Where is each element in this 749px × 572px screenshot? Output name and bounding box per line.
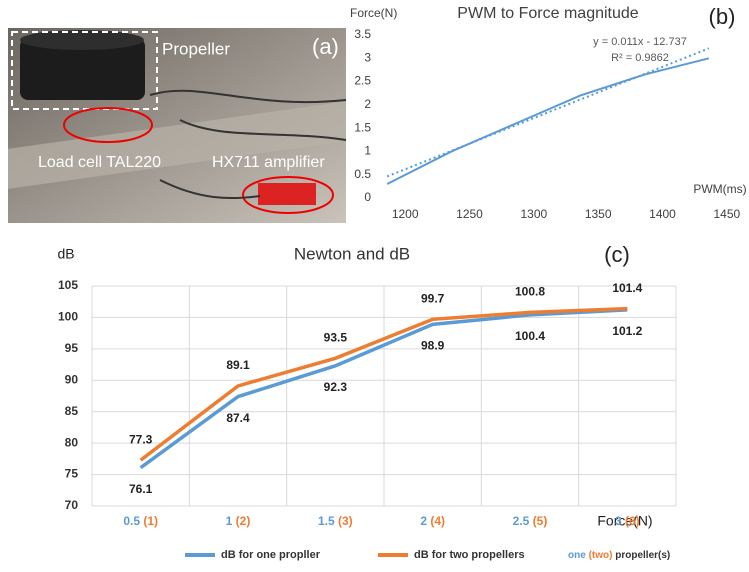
x-tick-label: 0.5 (1): [123, 514, 158, 528]
data-label: 100.8: [515, 285, 545, 299]
data-label: 93.5: [324, 330, 348, 344]
note-part: propeller(s): [615, 550, 670, 561]
category-force: 1.5: [318, 514, 335, 528]
y-tick-label: 3.5: [354, 27, 371, 41]
category-count: (6): [625, 514, 640, 528]
note-part: (two): [589, 550, 613, 561]
y-tick-label: 0: [364, 190, 371, 204]
data-label: 99.7: [421, 291, 445, 305]
category-force: 3: [615, 514, 622, 528]
trendline-r2: R² = 0.9862: [611, 52, 669, 64]
x-tick-label: 1.5 (3): [318, 514, 353, 528]
data-label: 98.9: [421, 339, 445, 353]
data-label: 92.3: [324, 380, 348, 394]
category-force: 2: [420, 514, 427, 528]
y-axis-label: Force(N): [350, 6, 397, 20]
category-count: (4): [430, 514, 445, 528]
y-tick-label: 80: [65, 435, 79, 449]
legend-label: dB for one propller: [221, 549, 321, 561]
line: [387, 58, 709, 184]
y-tick-label: 85: [65, 404, 79, 418]
y-axis-label: dB: [57, 246, 74, 262]
legend-note: one (two) propeller(s): [568, 550, 670, 561]
trendline-equation: y = 0.011x - 12.737: [593, 36, 687, 48]
legend-label: dB for two propellers: [414, 549, 525, 561]
photo-label: HX711 amplifier: [212, 154, 325, 171]
category-count: (2): [236, 514, 251, 528]
y-tick-label: 3: [364, 50, 371, 64]
panel-label: (b): [709, 4, 736, 29]
photo: Propeller (a) Load cell TAL220 HX711 amp…: [8, 28, 346, 223]
x-tick-label: 1200: [392, 207, 419, 221]
photo-label: Load cell TAL220: [38, 154, 161, 171]
y-tick-label: 100: [58, 310, 78, 324]
y-tick-label: 2.5: [354, 74, 371, 88]
photo-label: Propeller: [162, 39, 230, 58]
y-tick-label: 95: [65, 341, 79, 355]
trendline: [387, 48, 709, 176]
data-label: 87.4: [226, 411, 250, 425]
y-tick-label: 0.5: [354, 167, 371, 181]
x-tick-label: 1 (2): [226, 514, 251, 528]
y-tick-label: 105: [58, 278, 78, 292]
data-label: 77.3: [129, 432, 153, 446]
note-part: one: [568, 550, 586, 561]
data-label: 101.2: [612, 324, 642, 338]
x-tick-label: 1350: [585, 207, 612, 221]
y-tick-label: 90: [65, 372, 79, 386]
y-tick-label: 1: [364, 144, 371, 158]
category-force: 2.5: [513, 514, 530, 528]
x-axis-label: PWM(ms): [693, 182, 746, 196]
data-label: 76.1: [129, 482, 153, 496]
data-label: 101.4: [612, 281, 642, 295]
panel-label: (c): [604, 242, 630, 267]
category-force: 1: [226, 514, 233, 528]
x-tick-label: 2.5 (5): [513, 514, 548, 528]
data-label: 100.4: [515, 329, 545, 343]
category-count: (3): [338, 514, 353, 528]
x-tick-label: 1250: [456, 207, 483, 221]
y-tick-label: 75: [65, 467, 79, 481]
x-tick-label: 1450: [713, 207, 740, 221]
x-tick-label: 1300: [520, 207, 547, 221]
chart-title: Newton and dB: [294, 244, 410, 263]
data-label: 89.1: [226, 358, 250, 372]
panel-label: (a): [312, 34, 339, 59]
amplifier-board: [258, 183, 316, 205]
chart-title: PWM to Force magnitude: [457, 5, 639, 22]
y-tick-label: 70: [65, 498, 79, 512]
x-tick-label: 2 (4): [420, 514, 445, 528]
x-tick-label: 3 (6): [615, 514, 640, 528]
category-force: 0.5: [123, 514, 140, 528]
y-tick-label: 2: [364, 97, 371, 111]
x-tick-label: 1400: [649, 207, 676, 221]
category-count: (1): [143, 514, 158, 528]
category-count: (5): [533, 514, 548, 528]
y-tick-label: 1.5: [354, 120, 371, 134]
figure: Propeller (a) Load cell TAL220 HX711 amp…: [0, 0, 749, 567]
